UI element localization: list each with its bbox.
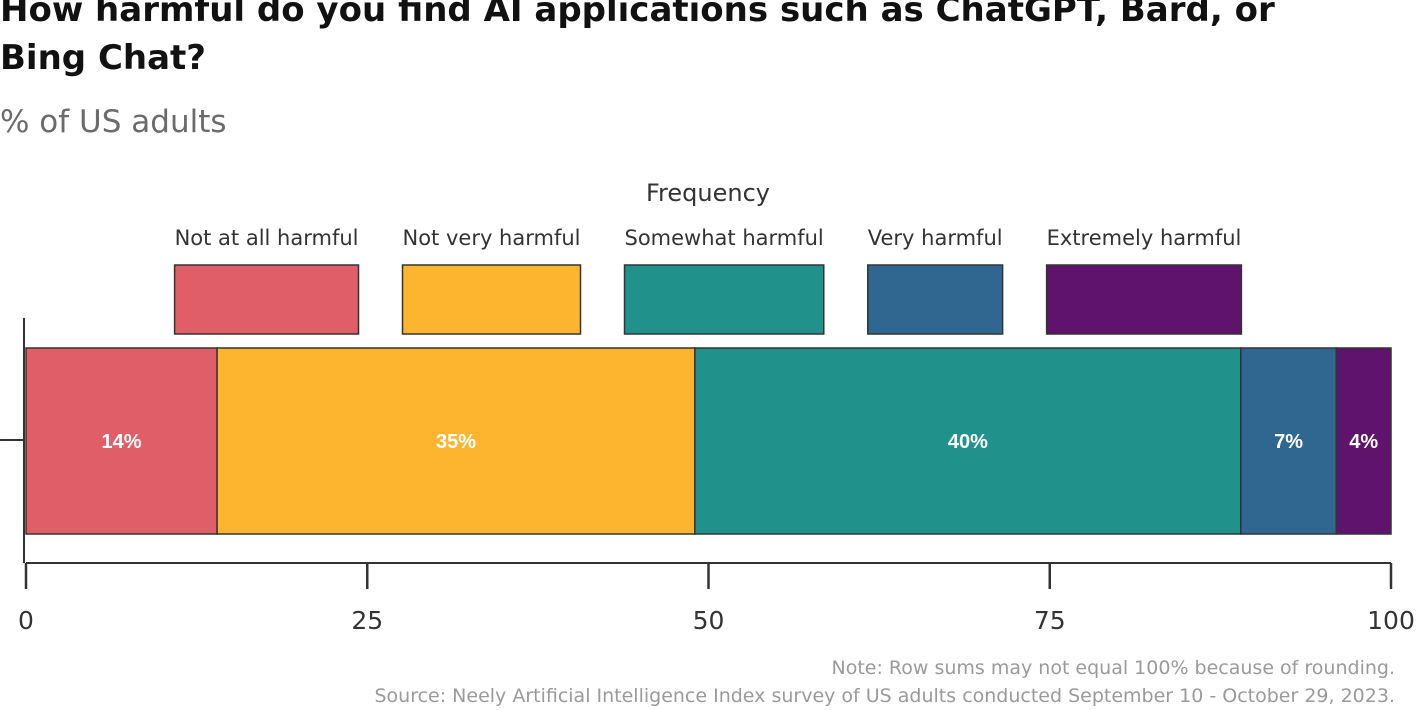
source-note: Source: Neely Artificial Intelligence In…	[374, 685, 1395, 707]
legend-swatch-extremely-harmful	[1045, 264, 1243, 335]
data-label-extremely-harmful: 4%	[1349, 431, 1378, 453]
data-label-not-at-all-harmful: 14%	[102, 431, 142, 453]
data-label-somewhat-harmful: 40%	[948, 431, 988, 453]
bar-not-very-harmful	[216, 347, 696, 535]
legend-swatch-very-harmful	[867, 264, 1004, 335]
legend-label-not-very-harmful: Not very harmful	[403, 226, 581, 250]
bar-group: 14% 35% 40% 7% 4%	[25, 347, 1392, 535]
x-tick-label-25: 25	[351, 606, 383, 635]
x-tick-label-50: 50	[693, 606, 725, 635]
legend-swatch-somewhat-harmful	[623, 264, 825, 335]
chart-subtitle: % of US adults	[0, 104, 227, 140]
legend-label-not-at-all-harmful: Not at all harmful	[175, 226, 359, 250]
x-tick-label-100: 100	[1367, 606, 1415, 635]
legend-swatch-not-very-harmful	[401, 264, 582, 335]
stacked-bar-chart: Frequency Not at all harmful Not very har…	[0, 179, 1415, 635]
legend: Not at all harmful Not very harmful Somewh…	[173, 226, 1243, 335]
bar-somewhat-harmful	[694, 347, 1242, 535]
legend-swatch-not-at-all-harmful	[173, 264, 360, 335]
chart-title: How harmful do you find AI applications …	[0, 0, 1275, 78]
legend-title: Frequency	[646, 179, 770, 207]
bar-very-harmful	[1240, 347, 1338, 535]
data-label-very-harmful: 7%	[1274, 431, 1303, 453]
legend-label-somewhat-harmful: Somewhat harmful	[625, 226, 824, 250]
legend-label-extremely-harmful: Extremely harmful	[1047, 226, 1242, 250]
axes: 0 25 50 75 100	[0, 318, 1415, 635]
bar-extremely-harmful	[1335, 347, 1392, 535]
footnotes: Note: Row sums may not equal 100% becaus…	[374, 654, 1395, 710]
data-label-not-very-harmful: 35%	[436, 431, 476, 453]
x-tick-label-0: 0	[18, 606, 34, 635]
rounding-note: Note: Row sums may not equal 100% becaus…	[831, 657, 1395, 679]
x-tick-label-75: 75	[1034, 606, 1066, 635]
legend-label-very-harmful: Very harmful	[868, 226, 1003, 250]
